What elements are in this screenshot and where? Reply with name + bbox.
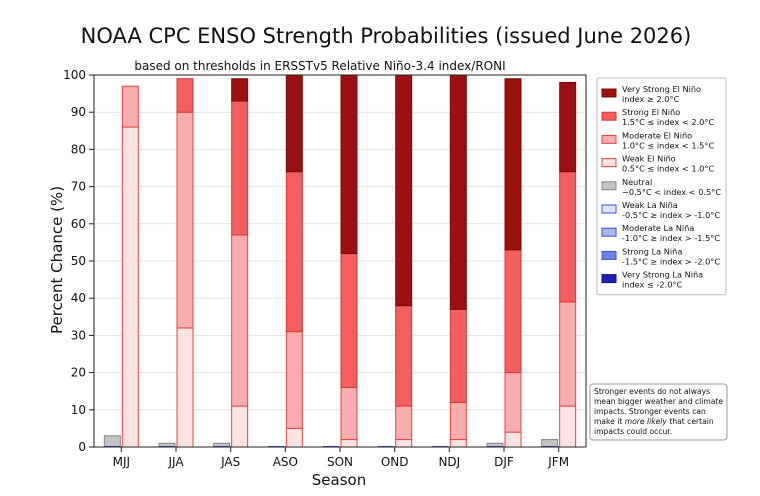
x-tick-label: JJA [167, 455, 184, 469]
bar-segment-strong-el-ni-o [395, 305, 413, 407]
x-axis-label: Season [312, 471, 366, 489]
bar-segment-weak-el-ni-o [559, 405, 577, 448]
legend-swatch [601, 88, 617, 98]
bar-segment-very-strong-el-ni-o [504, 78, 522, 251]
bar-segment-strong-el-ni-o [449, 308, 467, 403]
legend-swatch [601, 158, 617, 168]
bar-segment-moderate-el-ni-o [340, 386, 358, 441]
bar-segment-strong-el-ni-o [231, 100, 249, 236]
y-tick-label: 100 [63, 68, 86, 82]
y-tick-label: 80 [71, 142, 86, 156]
bar-segment-moderate-el-ni-o [559, 301, 577, 407]
note-line: mean bigger weather and climate [594, 397, 723, 406]
legend-entry-detail: index ≤ -2.0°C [622, 280, 683, 290]
y-tick-label: 30 [71, 328, 86, 342]
y-tick-label: 70 [71, 180, 86, 194]
legend-entry-name: Moderate El Niño [622, 130, 692, 140]
x-tick-label: JFM [547, 455, 569, 469]
x-tick-label: DJF [494, 455, 514, 469]
legend-entry-name: Weak La Niña [622, 200, 678, 210]
legend-entry-detail: 1.5°C ≤ index < 2.0°C [622, 117, 714, 127]
bar-segment-moderate-el-ni-o [121, 85, 139, 128]
bar-segment-moderate-el-ni-o [504, 372, 522, 433]
bar-segment-very-strong-el-ni-o [395, 74, 413, 307]
bar-segment-weak-el-ni-o [285, 427, 303, 448]
bar-segment-weak-el-ni-o [176, 327, 194, 448]
bar-segment-strong-el-ni-o [504, 249, 522, 374]
y-axis-label: Percent Chance (%) [48, 186, 66, 334]
bar-segment-moderate-el-ni-o [449, 401, 467, 441]
legend-swatch [601, 134, 617, 144]
bar-segment-neutral [103, 435, 121, 448]
legend-swatch [601, 227, 617, 237]
bar-segment-very-strong-el-ni-o [340, 74, 358, 255]
bar-segment-weak-el-ni-o [121, 126, 139, 448]
legend-entry-name: Strong La Niña [622, 246, 682, 256]
legend-entry-name: Weak El Niño [622, 154, 676, 164]
note-line: impacts. Stronger events can [594, 407, 706, 416]
y-tick-label: 40 [71, 291, 86, 305]
legend-entry-name: Very Strong La Niña [622, 270, 703, 280]
bar-segment-weak-el-ni-o [231, 405, 249, 448]
x-tick-label: OND [381, 455, 409, 469]
chart-subtitle: based on thresholds in ERSSTv5 Relative … [134, 59, 505, 73]
bar-segment-moderate-el-ni-o [231, 234, 249, 407]
bar-segment-moderate-el-ni-o [285, 331, 303, 429]
bar-segment-very-strong-el-ni-o [231, 78, 249, 102]
legend-entry-name: Moderate La Niña [622, 223, 694, 233]
bar-segment-strong-el-ni-o [285, 171, 303, 333]
plot-frame [93, 74, 587, 448]
legend-swatch [601, 204, 617, 214]
note-line: Stronger events do not always [594, 387, 710, 396]
note-line: impacts could occur. [594, 427, 672, 436]
bar-segment-weak-el-ni-o [449, 439, 467, 448]
legend-entry-detail: index ≥ 2.0°C [622, 94, 680, 104]
bar-segment-weak-el-ni-o [504, 431, 522, 448]
bar-segment-very-strong-el-ni-o [559, 81, 577, 173]
x-tick-label: JAS [220, 455, 240, 469]
bar-segment-strong-el-ni-o [340, 253, 358, 388]
legend-entry-name: Strong El Niño [622, 107, 680, 117]
legend-entry-detail: 1.0°C ≤ index < 1.5°C [622, 140, 714, 150]
bar-segment-neutral [541, 439, 559, 448]
bar-segment-weak-el-ni-o [340, 439, 358, 448]
x-tick-label: MJJ [113, 455, 130, 469]
legend-swatch [601, 181, 617, 191]
legend-entry-name: Neutral [622, 177, 652, 187]
x-tick-label: NDJ [438, 455, 460, 469]
plot-area: 0 10 20 30 40 50 60 70 80 90 100 MJJ JJA JAS ASO SON OND… [63, 68, 587, 469]
legend-entry-detail: 0.5°C ≤ index < 1.0°C [622, 164, 714, 174]
bar-segment-weak-el-ni-o [395, 439, 413, 448]
bar-segment-strong-el-ni-o [176, 78, 194, 113]
bar-segment-strong-el-ni-o [559, 171, 577, 303]
bar-segment-moderate-el-ni-o [176, 111, 194, 329]
legend-entry-detail: -0.5°C ≥ index > -1.0°C [622, 210, 720, 220]
x-tick-label: ASO [273, 455, 298, 469]
y-tick-label: 20 [71, 366, 86, 380]
legend-entry-detail: −0.5°C < index < 0.5°C [622, 187, 721, 197]
x-tick-label: SON [327, 455, 353, 469]
y-tick-label: 10 [71, 403, 86, 417]
note-line: make it more likely that certain [594, 417, 714, 426]
legend-swatch [601, 111, 617, 121]
bar-segment-very-strong-el-ni-o [449, 74, 467, 310]
legend-swatch [601, 250, 617, 260]
bar-segment-very-strong-el-ni-o [285, 74, 303, 173]
y-tick-label: 90 [71, 105, 86, 119]
y-tick-label: 60 [71, 217, 86, 231]
bar-segment-moderate-el-ni-o [395, 405, 413, 441]
legend-entry-name: Very Strong El Niño [622, 84, 701, 94]
legend-entry-detail: -1.0°C ≥ index > -1.5°C [622, 233, 720, 243]
legend-entry-detail: -1.5°C ≥ index > -2.0°C [622, 256, 720, 266]
legend-box [596, 77, 727, 296]
legend-swatch [601, 274, 617, 284]
y-tick-label: 50 [71, 254, 86, 268]
chart-title: NOAA CPC ENSO Strength Probabilities (is… [81, 24, 692, 48]
note-border [589, 383, 728, 441]
y-tick-label: 0 [78, 440, 86, 454]
